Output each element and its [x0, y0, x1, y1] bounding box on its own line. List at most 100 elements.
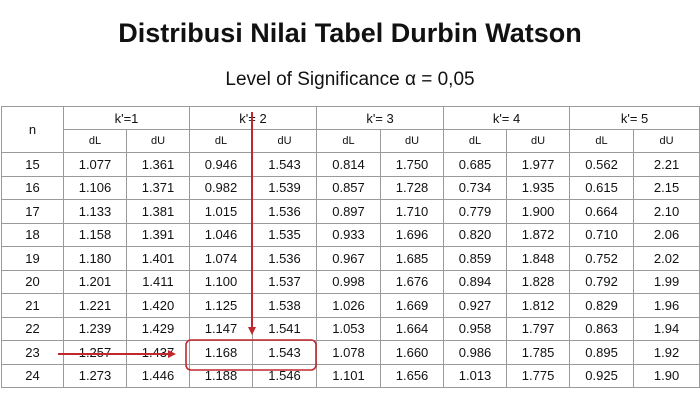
du-cell: 1.775: [506, 363, 571, 388]
dl-cell: 1.100: [189, 269, 253, 294]
table-row: 19 1.180 1.401 1.074 1.536 0.967 1.685 0.859 1.8…: [1, 246, 700, 271]
du-cell: 1.401: [126, 246, 190, 271]
group-header: k'= 5: [569, 106, 700, 130]
du-cell: 1.676: [380, 269, 445, 294]
du-cell: 1.535: [251, 222, 318, 247]
du-cell: 1.446: [126, 363, 190, 388]
dl-cell: 1.013: [443, 363, 508, 388]
du-cell: 1.543: [251, 340, 318, 365]
group-header: k'=1: [63, 106, 190, 130]
subheader-row: dL dU dL dU dL dU dL dU dL dU: [2, 129, 700, 153]
dl-cell: 1.273: [63, 363, 127, 388]
dl-header: dL: [316, 129, 382, 153]
du-header: dU: [126, 129, 190, 153]
dl-cell: 1.158: [63, 222, 127, 247]
dl-cell: 1.221: [63, 293, 127, 318]
n-cell: 18: [1, 222, 64, 247]
du-cell: 1.669: [380, 293, 445, 318]
du-cell: 1.541: [251, 316, 318, 341]
dl-cell: 1.074: [189, 246, 253, 271]
du-cell: 1.539: [251, 175, 318, 200]
dl-cell: 0.998: [316, 269, 382, 294]
n-cell: 20: [1, 269, 64, 294]
dl-cell: 1.106: [63, 175, 127, 200]
du-cell: 1.546: [251, 363, 318, 388]
n-cell: 19: [1, 246, 64, 271]
table-row: 22 1.239 1.429 1.147 1.541 1.053 1.664 0.958 1.7…: [1, 316, 700, 341]
dl-cell: 1.133: [63, 199, 127, 224]
dl-cell: 0.863: [569, 316, 635, 341]
table-row: 23 1.257 1.437 1.168 1.543 1.078 1.660 0.986 1.7…: [1, 340, 700, 365]
du-cell: 1.429: [126, 316, 190, 341]
du-cell: 1.977: [506, 152, 571, 177]
table-row: 21 1.221 1.420 1.125 1.538 1.026 1.669 0.927 1.8…: [1, 293, 700, 318]
du-cell: 1.728: [380, 175, 445, 200]
du-cell: 1.92: [633, 340, 700, 365]
du-cell: 1.660: [380, 340, 445, 365]
dl-cell: 0.792: [569, 269, 635, 294]
dl-cell: 1.125: [189, 293, 253, 318]
dl-header: dL: [569, 129, 635, 153]
dl-cell: 1.188: [189, 363, 253, 388]
dl-cell: 0.927: [443, 293, 508, 318]
du-cell: 1.96: [633, 293, 700, 318]
du-header: dU: [380, 129, 445, 153]
du-cell: 1.785: [506, 340, 571, 365]
dl-cell: 0.925: [569, 363, 635, 388]
du-cell: 2.10: [633, 199, 700, 224]
du-cell: 1.685: [380, 246, 445, 271]
du-cell: 1.437: [126, 340, 190, 365]
table-row: 17 1.133 1.381 1.015 1.536 0.897 1.710 0.779 1.9…: [1, 199, 700, 224]
dl-cell: 0.897: [316, 199, 382, 224]
dl-cell: 0.664: [569, 199, 635, 224]
dl-cell: 1.180: [63, 246, 127, 271]
dl-cell: 1.026: [316, 293, 382, 318]
dl-cell: 0.734: [443, 175, 508, 200]
du-header: dU: [506, 129, 571, 153]
du-cell: 1.420: [126, 293, 190, 318]
du-cell: 2.06: [633, 222, 700, 247]
du-cell: 2.15: [633, 175, 700, 200]
dl-cell: 0.685: [443, 152, 508, 177]
dl-cell: 1.053: [316, 316, 382, 341]
du-cell: 2.02: [633, 246, 700, 271]
table-row: 15 1.077 1.361 0.946 1.543 0.814 1.750 0.685 1.9…: [1, 152, 700, 177]
du-cell: 1.750: [380, 152, 445, 177]
dl-cell: 0.958: [443, 316, 508, 341]
du-cell: 1.696: [380, 222, 445, 247]
du-cell: 1.90: [633, 363, 700, 388]
dl-cell: 0.982: [189, 175, 253, 200]
dl-cell: 1.201: [63, 269, 127, 294]
du-cell: 1.828: [506, 269, 571, 294]
table-row: 24 1.273 1.446 1.188 1.546 1.101 1.656 1.013 1.7…: [1, 363, 700, 388]
du-cell: 1.536: [251, 199, 318, 224]
dl-cell: 0.967: [316, 246, 382, 271]
du-cell: 1.812: [506, 293, 571, 318]
n-cell: 22: [1, 316, 64, 341]
dl-cell: 0.894: [443, 269, 508, 294]
dl-cell: 1.168: [189, 340, 253, 365]
dl-cell: 0.829: [569, 293, 635, 318]
dl-header: dL: [189, 129, 253, 153]
dl-cell: 1.078: [316, 340, 382, 365]
dl-cell: 0.562: [569, 152, 635, 177]
dl-cell: 0.820: [443, 222, 508, 247]
table-row: 18 1.158 1.391 1.046 1.535 0.933 1.696 0.820 1.8…: [1, 222, 700, 247]
du-cell: 1.99: [633, 269, 700, 294]
du-cell: 1.391: [126, 222, 190, 247]
du-header: dU: [633, 129, 700, 153]
dl-cell: 1.147: [189, 316, 253, 341]
dl-cell: 1.101: [316, 363, 382, 388]
table-row: 20 1.201 1.411 1.100 1.537 0.998 1.676 0.894 1.8…: [1, 269, 700, 294]
n-cell: 21: [1, 293, 64, 318]
page-subtitle: Level of Significance α = 0,05: [225, 69, 475, 90]
du-cell: 1.536: [251, 246, 318, 271]
group-header: k'= 4: [443, 106, 571, 130]
group-header: k'= 2: [188, 106, 318, 130]
dl-cell: 1.239: [63, 316, 127, 341]
du-cell: 1.900: [506, 199, 571, 224]
du-header: dU: [251, 129, 318, 153]
table-body: 15 1.077 1.361 0.946 1.543 0.814 1.750 0.685 1.9…: [1, 152, 700, 388]
dl-cell: 1.257: [63, 340, 127, 365]
du-cell: 1.872: [506, 222, 571, 247]
